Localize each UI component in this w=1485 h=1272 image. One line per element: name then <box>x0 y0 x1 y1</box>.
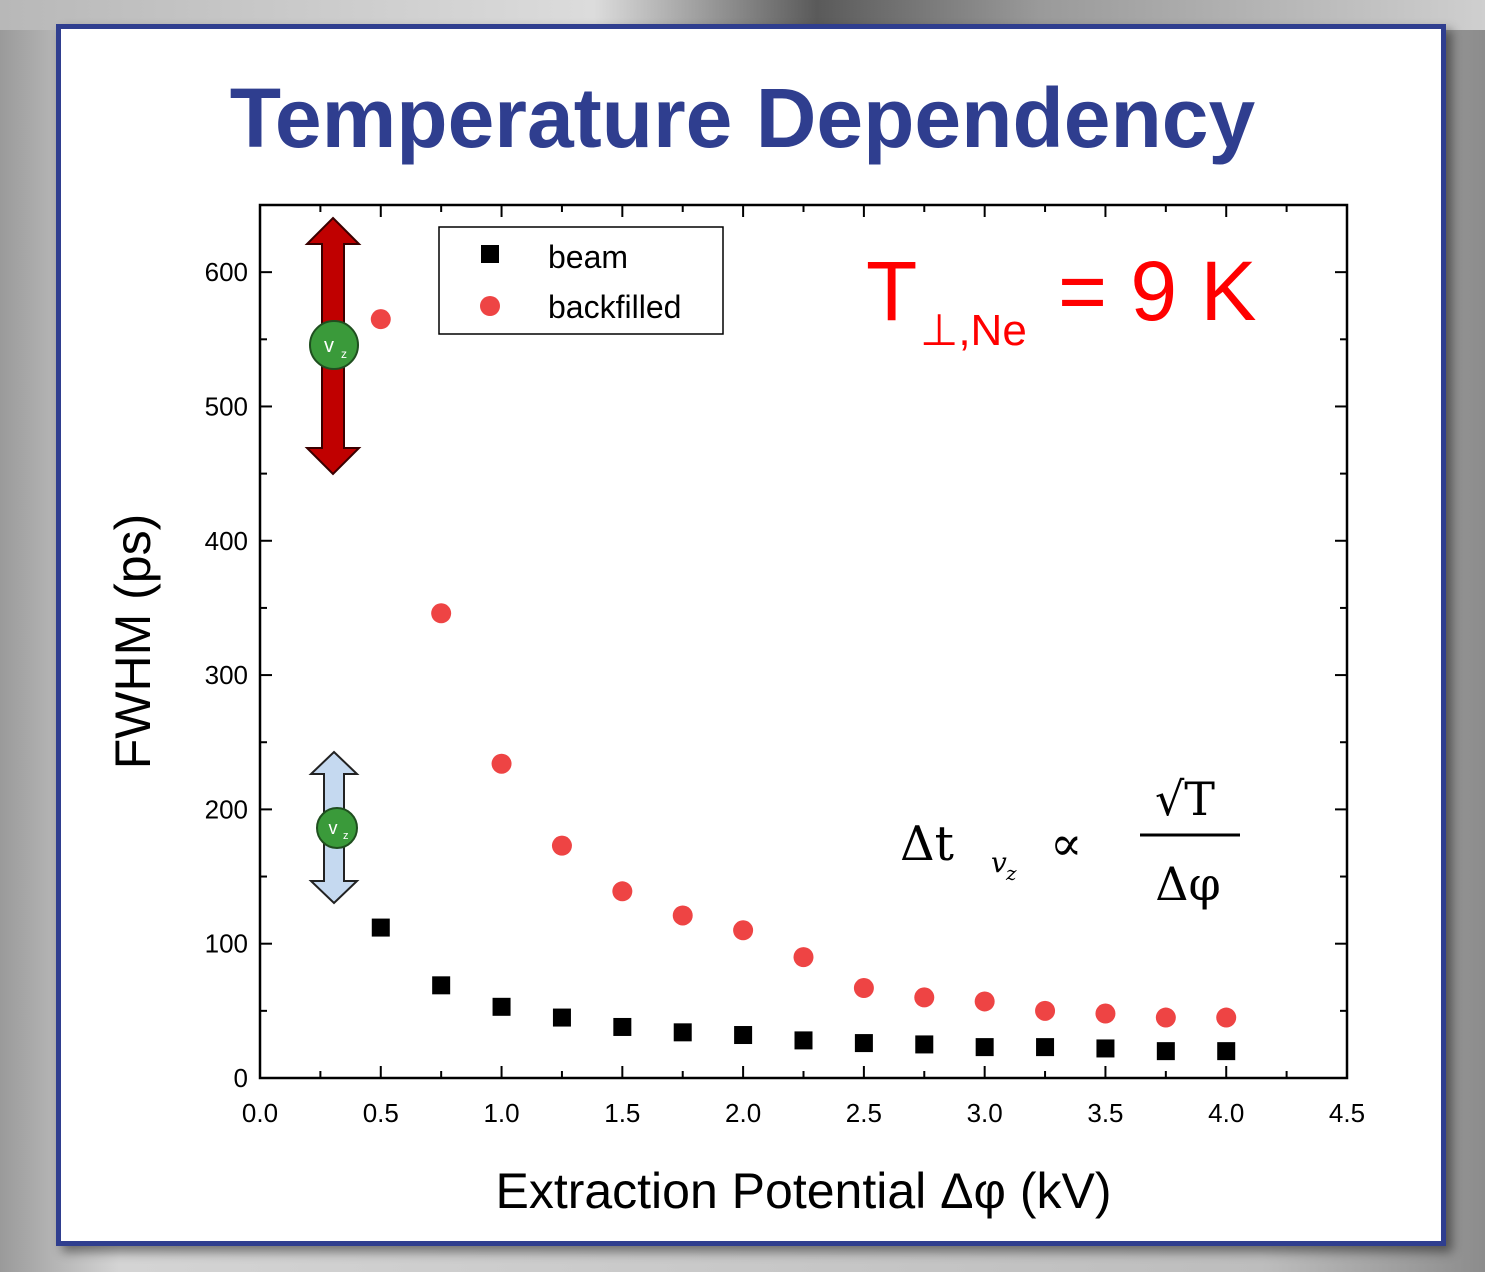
legend-box <box>438 226 724 335</box>
x-axis-title: Extraction Potential Δφ (kV) <box>495 1163 1111 1219</box>
backfilled-point <box>914 987 935 1008</box>
x-tick-label: 3.0 <box>967 1098 1003 1128</box>
formula-proportional: ∝ <box>1050 816 1082 872</box>
y-tick-label: 0 <box>234 1063 248 1093</box>
axis-ticks <box>259 204 1348 1079</box>
backfilled-point <box>612 881 633 902</box>
formula-numerator: √T <box>1155 772 1215 826</box>
vz-subscript: z <box>343 830 349 842</box>
large-velocity-arrow: v z <box>304 216 362 476</box>
y-tick-label: 500 <box>205 391 248 421</box>
x-tick-label: 3.5 <box>1087 1098 1123 1128</box>
y-tick-label: 600 <box>205 257 248 287</box>
backfilled-point <box>551 835 572 856</box>
x-tick-label: 0.5 <box>363 1098 399 1128</box>
beam-point <box>432 976 451 995</box>
legend: beam backfilled <box>438 226 724 335</box>
backfilled-point <box>672 905 693 926</box>
backfilled-point <box>853 978 874 999</box>
beam-point <box>915 1035 934 1054</box>
beam-point <box>371 918 390 937</box>
y-tick-label: 100 <box>205 929 248 959</box>
legend-label-beam: beam <box>548 239 628 275</box>
legend-square-marker <box>481 245 499 263</box>
vz-label: v <box>324 335 334 357</box>
small-velocity-arrow: v z <box>308 750 360 905</box>
beam-point <box>1217 1042 1236 1061</box>
x-tick-label: 1.0 <box>483 1098 519 1128</box>
vz-subscript: z <box>341 347 347 361</box>
beam-point <box>734 1026 753 1045</box>
beam-point <box>854 1034 873 1053</box>
beam-point <box>613 1017 632 1036</box>
beam-point <box>794 1031 813 1050</box>
slide-title: Temperature Dependency <box>229 71 1256 165</box>
y-tick-label: 300 <box>205 660 248 690</box>
backfilled-point <box>370 309 391 330</box>
backfilled-point <box>431 603 452 624</box>
backfilled-point <box>1035 1000 1056 1021</box>
beam-point <box>552 1008 571 1027</box>
beam-point <box>673 1023 692 1042</box>
backfilled-point <box>793 947 814 968</box>
formula-lhs-subsub: z <box>1005 861 1017 885</box>
formula-denominator: Δφ <box>1155 857 1220 911</box>
beam-point <box>1096 1039 1115 1058</box>
x-tick-label: 2.0 <box>725 1098 761 1128</box>
x-tick-label: 1.5 <box>604 1098 640 1128</box>
backfilled-point <box>1155 1007 1176 1028</box>
temperature-value: = 9 K <box>1058 244 1256 338</box>
legend-circle-marker <box>480 296 500 316</box>
formula-lhs-sub: v <box>991 846 1007 879</box>
temperature-symbol: T <box>866 244 917 338</box>
data-points <box>370 309 1237 1061</box>
backfilled-point <box>1095 1003 1116 1024</box>
beam-point <box>1156 1042 1175 1061</box>
beam-point <box>975 1038 994 1057</box>
formula: Δt v z ∝ √T Δφ <box>900 772 1240 911</box>
x-tick-label: 4.0 <box>1208 1098 1244 1128</box>
y-tick-labels: 0 100 200 300 400 500 600 <box>205 257 248 1093</box>
vz-label: v <box>329 818 338 838</box>
backfilled-point <box>491 753 512 774</box>
vz-circle-icon <box>316 807 358 849</box>
beam-point <box>1036 1038 1055 1057</box>
beam-point <box>492 997 511 1016</box>
temperature-annotation: T ⊥,Ne = 9 K <box>866 244 1256 355</box>
x-tick-label: 0.0 <box>242 1098 278 1128</box>
x-tick-label: 4.5 <box>1329 1098 1365 1128</box>
legend-label-backfilled: backfilled <box>548 289 681 325</box>
backfilled-point <box>733 920 754 941</box>
y-tick-label: 400 <box>205 526 248 556</box>
backfilled-point <box>974 991 995 1012</box>
x-tick-labels: 0.0 0.5 1.0 1.5 2.0 2.5 3.0 3.5 4.0 4.5 <box>242 1098 1365 1128</box>
temperature-subscript: ⊥,Ne <box>920 306 1027 355</box>
formula-lhs: Δt <box>900 816 954 872</box>
y-tick-label: 200 <box>205 794 248 824</box>
vz-circle-icon <box>309 320 359 370</box>
x-tick-label: 2.5 <box>846 1098 882 1128</box>
backfilled-point <box>1216 1007 1237 1028</box>
y-axis-title: FWHM (ps) <box>105 514 161 770</box>
